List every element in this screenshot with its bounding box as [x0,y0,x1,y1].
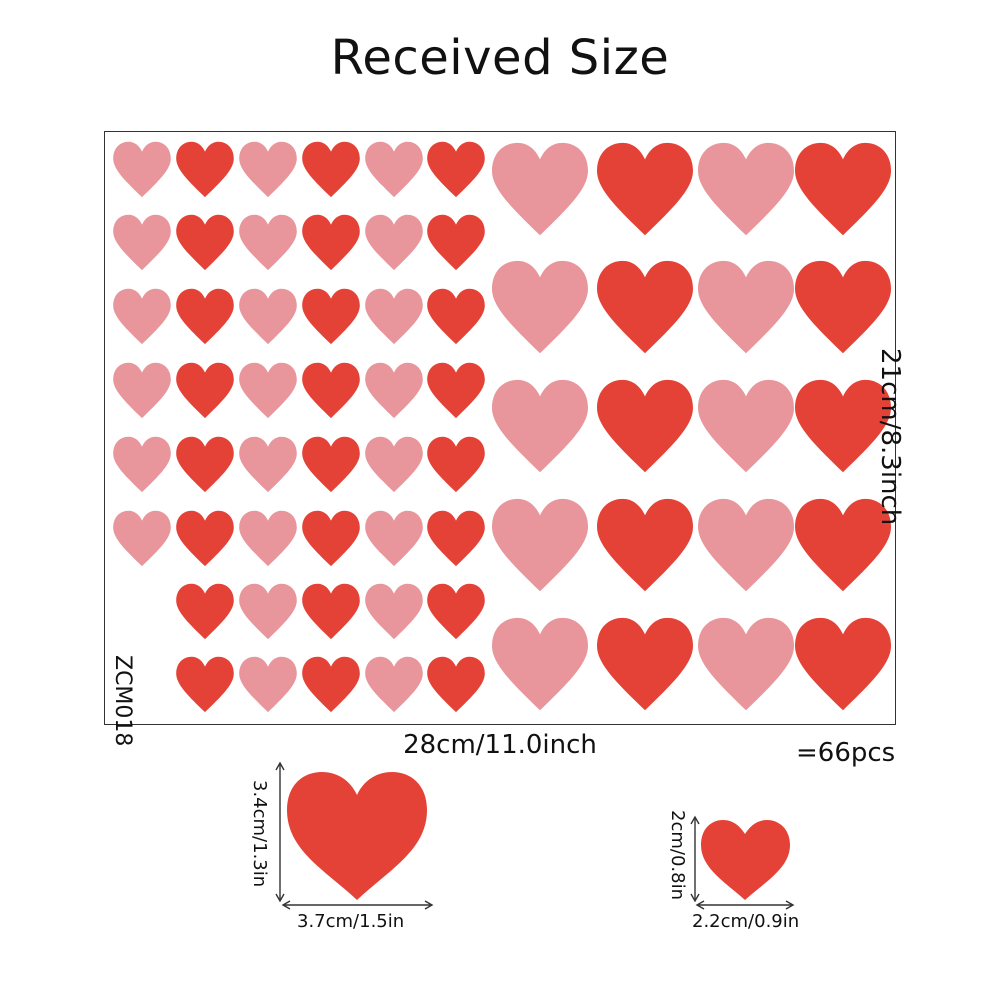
heart-icon [365,141,423,198]
heart-icon [176,362,234,419]
heart-icon [113,288,171,345]
heart-icon [176,214,234,271]
heart-icon [302,141,360,198]
heart-icon [698,379,794,473]
heart-icon [698,498,794,592]
heart-icon [365,436,423,493]
heart-icon [239,288,297,345]
heart-icon [239,141,297,198]
heart-icon [427,656,485,713]
heart-icon [113,141,171,198]
double-arrow-icon [690,815,795,910]
heart-icon [795,617,891,711]
heart-icon [365,288,423,345]
heart-icon [427,583,485,640]
heart-icon [492,498,588,592]
sticker-sheet [104,131,896,725]
heart-icon [597,260,693,354]
heart-icon [176,436,234,493]
heart-icon [302,583,360,640]
heart-icon [302,436,360,493]
heart-icon [365,214,423,271]
heart-icon [698,260,794,354]
heart-icon [698,142,794,236]
heart-icon [427,362,485,419]
heart-icon [176,510,234,567]
heart-icon [795,260,891,354]
heart-icon [427,436,485,493]
heart-icon [113,362,171,419]
small-sample-heart-icon [701,820,790,900]
heart-icon [365,362,423,419]
heart-icon [597,142,693,236]
heart-icon [302,656,360,713]
small-sample-width-label: 2.2cm/0.9in [692,911,800,932]
heart-icon [795,142,891,236]
heart-icon [365,510,423,567]
sheet-height-label: 21cm/8.3inch [875,348,905,526]
heart-icon [302,288,360,345]
heart-icon [302,510,360,567]
heart-icon [492,260,588,354]
heart-icon [492,379,588,473]
heart-icon [176,288,234,345]
heart-icon [239,436,297,493]
heart-icon [698,617,794,711]
heart-icon [365,583,423,640]
heart-icon [239,583,297,640]
heart-icon [113,510,171,567]
heart-icon [239,362,297,419]
heart-icon [239,214,297,271]
heart-icon [427,214,485,271]
heart-icon [365,656,423,713]
large-sample-heart-icon [287,772,427,900]
heart-icon [492,142,588,236]
heart-icon [302,362,360,419]
heart-icon [176,141,234,198]
heart-icon [113,436,171,493]
heart-icon [427,510,485,567]
double-arrow-icon [275,761,434,910]
piece-count: =66pcs [796,738,896,768]
heart-icon [427,141,485,198]
large-sample-width-label: 3.7cm/1.5in [297,911,405,932]
heart-icon [239,510,297,567]
page-title: Received Size [330,30,670,86]
heart-icon [302,214,360,271]
heart-icon [597,617,693,711]
heart-icon [239,656,297,713]
heart-icon [176,583,234,640]
heart-icon [597,379,693,473]
heart-icon [597,498,693,592]
heart-icon [176,656,234,713]
heart-icon [492,617,588,711]
heart-icon [113,214,171,271]
small-sample-height-label: 2cm/0.8in [667,810,688,900]
large-sample-height-label: 3.4cm/1.3in [249,780,270,888]
sheet-width-label: 28cm/11.0inch [403,730,597,760]
heart-icon [427,288,485,345]
